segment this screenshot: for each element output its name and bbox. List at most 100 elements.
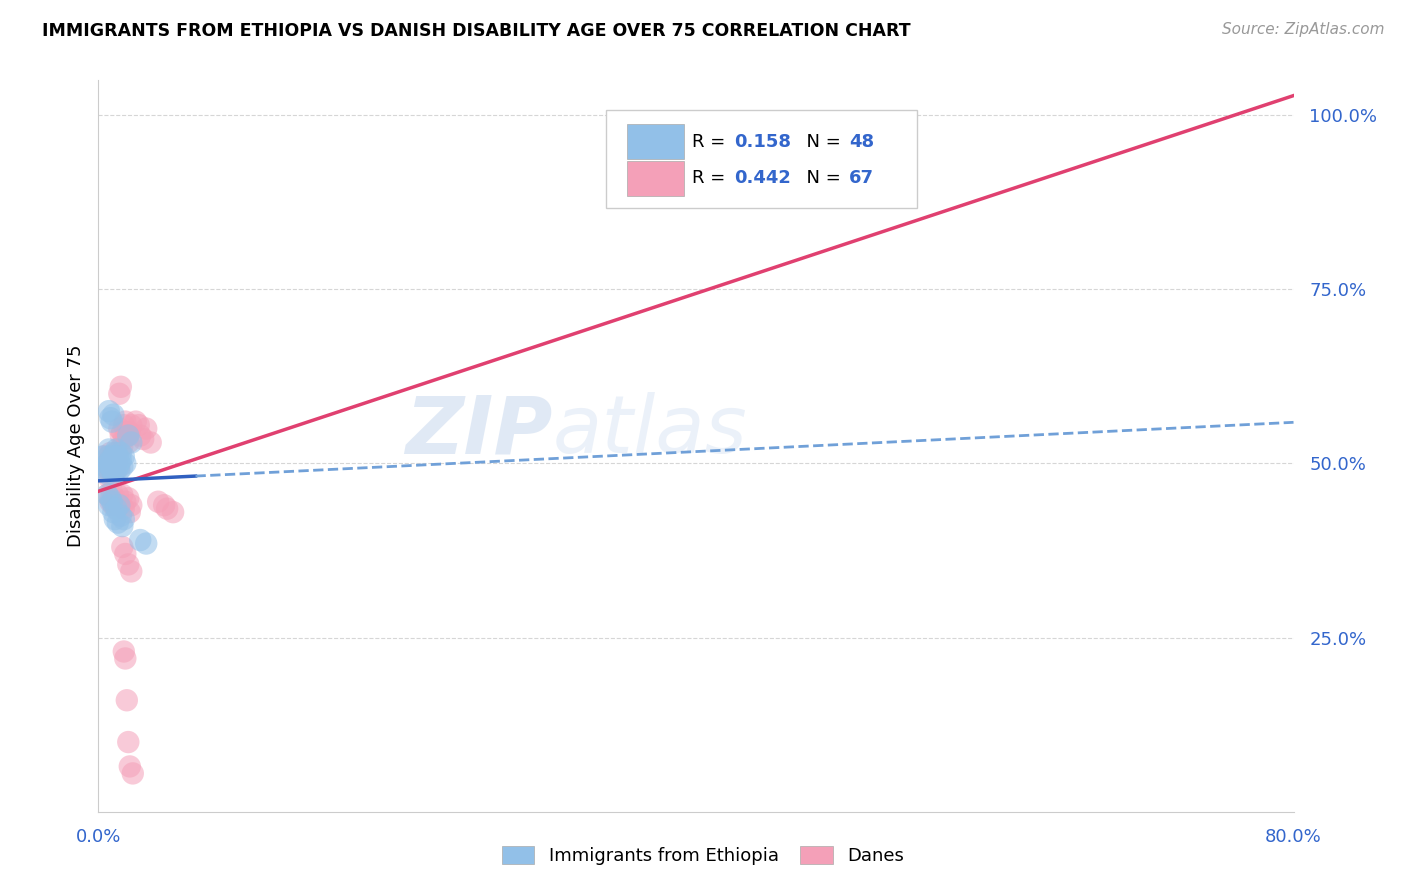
Point [97, 450, 120, 464]
Point [104, 491, 127, 506]
Point [93, 450, 115, 464]
Point [105, 501, 128, 516]
Point [101, 484, 124, 499]
Text: 0.158: 0.158 [734, 133, 792, 151]
Point [110, 380, 132, 394]
Point [120, 418, 142, 433]
Point [108, 457, 131, 471]
Point [105, 463, 128, 477]
Point [110, 446, 132, 460]
Point [101, 415, 124, 429]
Point [110, 453, 132, 467]
Point [104, 457, 127, 471]
Point [105, 453, 128, 467]
Point [135, 421, 157, 435]
Text: R =: R = [692, 133, 731, 151]
Text: atlas: atlas [553, 392, 748, 470]
Point [101, 457, 124, 471]
Point [97, 498, 120, 512]
Point [98, 446, 122, 460]
Text: 0.442: 0.442 [734, 169, 792, 187]
Point [104, 512, 127, 526]
Point [105, 501, 128, 516]
Text: N =: N = [796, 169, 846, 187]
Text: N =: N = [796, 133, 846, 151]
Point [139, 435, 162, 450]
Point [98, 491, 122, 506]
Point [101, 450, 124, 464]
Point [117, 435, 139, 450]
Text: R =: R = [692, 169, 731, 187]
Point [714, 115, 737, 129]
Point [118, 505, 141, 519]
Point [107, 516, 129, 530]
Point [104, 463, 127, 477]
Point [114, 651, 136, 665]
Point [148, 494, 170, 508]
Point [94, 459, 117, 474]
Point [114, 457, 136, 471]
Point [96, 457, 118, 471]
Point [97, 404, 120, 418]
Point [162, 505, 184, 519]
Point [104, 453, 127, 467]
Point [101, 463, 124, 477]
Point [111, 519, 134, 533]
Point [111, 425, 134, 439]
Point [93, 463, 115, 477]
Point [112, 512, 135, 526]
Point [129, 533, 152, 547]
Point [107, 450, 129, 464]
Point [108, 421, 131, 435]
FancyBboxPatch shape [627, 124, 685, 160]
Point [118, 759, 141, 773]
Point [108, 386, 131, 401]
Point [117, 491, 139, 506]
Point [120, 565, 142, 579]
Point [96, 488, 118, 502]
Point [103, 450, 125, 464]
Point [115, 428, 138, 442]
Point [103, 467, 125, 481]
Point [91, 450, 114, 464]
Point [98, 459, 122, 474]
Point [108, 459, 131, 474]
Text: IMMIGRANTS FROM ETHIOPIA VS DANISH DISABILITY AGE OVER 75 CORRELATION CHART: IMMIGRANTS FROM ETHIOPIA VS DANISH DISAB… [42, 22, 911, 40]
Point [120, 435, 142, 450]
FancyBboxPatch shape [627, 161, 685, 196]
Point [96, 467, 118, 481]
Point [112, 644, 135, 658]
Point [115, 693, 138, 707]
Point [114, 547, 136, 561]
Point [103, 498, 125, 512]
Point [111, 439, 134, 453]
Text: Source: ZipAtlas.com: Source: ZipAtlas.com [1222, 22, 1385, 37]
Point [103, 457, 125, 471]
Point [107, 488, 129, 502]
Y-axis label: Disability Age Over 75: Disability Age Over 75 [66, 344, 84, 548]
Text: ZIP: ZIP [405, 392, 553, 470]
Point [626, 126, 648, 140]
Point [103, 453, 125, 467]
Legend: Immigrants from Ethiopia, Danes: Immigrants from Ethiopia, Danes [492, 837, 914, 874]
Point [104, 446, 127, 460]
Point [129, 428, 152, 442]
Point [128, 418, 150, 433]
FancyBboxPatch shape [606, 110, 917, 209]
Point [108, 463, 131, 477]
Point [117, 558, 139, 572]
Point [111, 488, 134, 502]
Point [105, 457, 128, 471]
Point [112, 418, 135, 433]
Point [112, 501, 135, 516]
Point [105, 442, 128, 457]
Point [112, 450, 135, 464]
Point [108, 498, 131, 512]
Point [118, 425, 141, 439]
Point [117, 735, 139, 749]
Point [107, 459, 129, 474]
Point [94, 459, 117, 474]
Point [108, 498, 131, 512]
Point [110, 508, 132, 523]
Point [98, 494, 122, 508]
